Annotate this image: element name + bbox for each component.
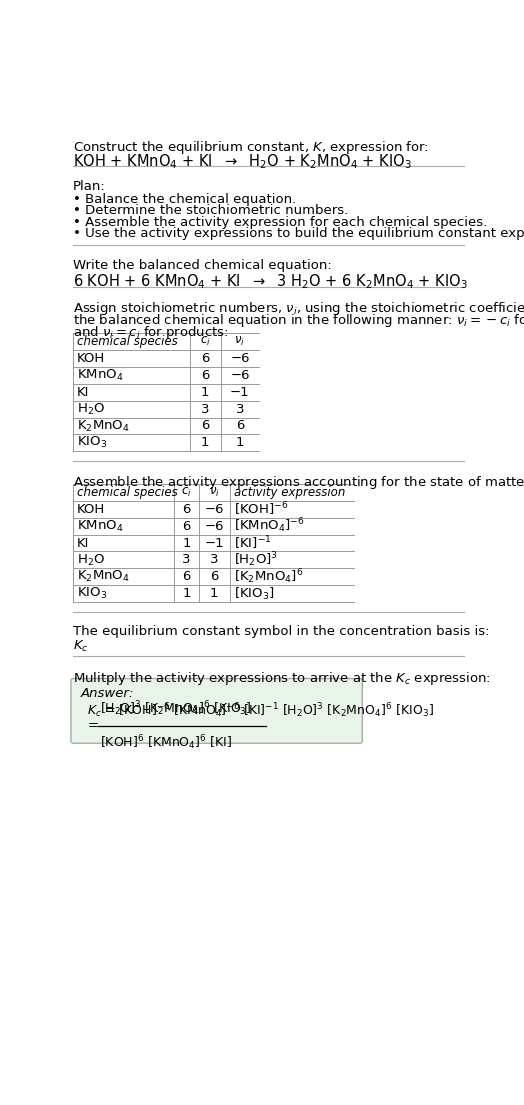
Text: H$_2$O: H$_2$O — [77, 401, 105, 417]
Text: 6: 6 — [201, 351, 209, 365]
Text: 3: 3 — [210, 554, 219, 567]
Text: chemical species: chemical species — [77, 335, 178, 348]
Text: KIO$_3$: KIO$_3$ — [77, 435, 107, 451]
Text: [K$_2$MnO$_4$]$^6$: [K$_2$MnO$_4$]$^6$ — [234, 568, 304, 587]
Text: KMnO$_4$: KMnO$_4$ — [77, 518, 124, 534]
Text: KIO$_3$: KIO$_3$ — [77, 587, 107, 601]
Text: chemical species: chemical species — [77, 486, 178, 498]
Text: $c_i$: $c_i$ — [181, 485, 192, 498]
Text: [KI]$^{-1}$: [KI]$^{-1}$ — [234, 534, 272, 551]
Text: activity expression: activity expression — [234, 486, 346, 498]
Text: 6: 6 — [182, 519, 191, 533]
Text: 6: 6 — [201, 369, 209, 381]
Text: • Assemble the activity expression for each chemical species.: • Assemble the activity expression for e… — [73, 215, 487, 229]
Text: 1: 1 — [182, 537, 191, 549]
Text: 1: 1 — [210, 588, 219, 600]
Text: 6: 6 — [201, 420, 209, 432]
Text: 3: 3 — [182, 554, 191, 567]
Text: [KIO$_3$]: [KIO$_3$] — [234, 586, 275, 602]
Text: • Determine the stoichiometric numbers.: • Determine the stoichiometric numbers. — [73, 204, 348, 218]
Text: −6: −6 — [204, 519, 224, 533]
Text: KMnO$_4$: KMnO$_4$ — [77, 368, 124, 382]
Text: Answer:: Answer: — [81, 687, 134, 699]
Text: $c_i$: $c_i$ — [200, 335, 210, 348]
Text: 1: 1 — [201, 386, 209, 399]
Text: =: = — [87, 719, 98, 732]
Text: KOH + KMnO$_4$ + KI  $\rightarrow$  H$_2$O + K$_2$MnO$_4$ + KIO$_3$: KOH + KMnO$_4$ + KI $\rightarrow$ H$_2$O… — [73, 152, 412, 171]
Text: [H$_2$O]$^3$ [K$_2$MnO$_4$]$^6$ [KIO$_3$]: [H$_2$O]$^3$ [K$_2$MnO$_4$]$^6$ [KIO$_3$… — [100, 699, 252, 718]
Text: −6: −6 — [230, 351, 249, 365]
Text: 1: 1 — [201, 436, 209, 450]
Text: Plan:: Plan: — [73, 180, 106, 193]
Text: 6 KOH + 6 KMnO$_4$ + KI  $\rightarrow$  3 H$_2$O + 6 K$_2$MnO$_4$ + KIO$_3$: 6 KOH + 6 KMnO$_4$ + KI $\rightarrow$ 3 … — [73, 273, 468, 292]
Text: $\nu_i$: $\nu_i$ — [209, 485, 220, 498]
FancyBboxPatch shape — [71, 678, 362, 744]
Text: $\nu_i$: $\nu_i$ — [234, 335, 245, 348]
Text: Mulitply the activity expressions to arrive at the $K_c$ expression:: Mulitply the activity expressions to arr… — [73, 670, 491, 687]
Text: 6: 6 — [210, 570, 219, 583]
Text: • Use the activity expressions to build the equilibrium constant expression.: • Use the activity expressions to build … — [73, 228, 524, 240]
Text: −6: −6 — [204, 503, 224, 516]
Text: 6: 6 — [236, 420, 244, 432]
Text: [KOH]$^6$ [KMnO$_4$]$^6$ [KI]: [KOH]$^6$ [KMnO$_4$]$^6$ [KI] — [100, 734, 232, 751]
Text: $K_c$: $K_c$ — [73, 640, 89, 654]
Text: 6: 6 — [182, 570, 191, 583]
Text: Assign stoichiometric numbers, $\nu_i$, using the stoichiometric coefficients, $: Assign stoichiometric numbers, $\nu_i$, … — [73, 301, 524, 317]
Text: Write the balanced chemical equation:: Write the balanced chemical equation: — [73, 259, 332, 272]
Text: • Balance the chemical equation.: • Balance the chemical equation. — [73, 192, 297, 206]
Text: KI: KI — [77, 386, 90, 399]
Text: [H$_2$O]$^3$: [H$_2$O]$^3$ — [234, 550, 278, 569]
Text: $K_c$ = [KOH]$^{-6}$ [KMnO$_4$]$^{-6}$ [KI]$^{-1}$ [H$_2$O]$^3$ [K$_2$MnO$_4$]$^: $K_c$ = [KOH]$^{-6}$ [KMnO$_4$]$^{-6}$ [… — [87, 701, 434, 719]
Text: 3: 3 — [236, 402, 244, 415]
Text: 6: 6 — [182, 503, 191, 516]
Text: K$_2$MnO$_4$: K$_2$MnO$_4$ — [77, 419, 130, 433]
Text: KI: KI — [77, 537, 90, 549]
Text: 1: 1 — [182, 588, 191, 600]
Text: KOH: KOH — [77, 503, 105, 516]
Text: and $\nu_i = c_i$ for products:: and $\nu_i = c_i$ for products: — [73, 324, 229, 340]
Text: KOH: KOH — [77, 351, 105, 365]
Text: −6: −6 — [230, 369, 249, 381]
Text: Construct the equilibrium constant, $K$, expression for:: Construct the equilibrium constant, $K$,… — [73, 139, 429, 156]
Text: 1: 1 — [236, 436, 244, 450]
Text: −1: −1 — [230, 386, 250, 399]
Text: K$_2$MnO$_4$: K$_2$MnO$_4$ — [77, 569, 130, 585]
Text: [KMnO$_4$]$^{-6}$: [KMnO$_4$]$^{-6}$ — [234, 517, 305, 536]
Text: The equilibrium constant symbol in the concentration basis is:: The equilibrium constant symbol in the c… — [73, 625, 490, 639]
Text: H$_2$O: H$_2$O — [77, 552, 105, 568]
Text: −1: −1 — [204, 537, 224, 549]
Text: Assemble the activity expressions accounting for the state of matter and $\nu_i$: Assemble the activity expressions accoun… — [73, 474, 524, 492]
Text: the balanced chemical equation in the following manner: $\nu_i = -c_i$ for react: the balanced chemical equation in the fo… — [73, 312, 524, 329]
Text: 3: 3 — [201, 402, 209, 415]
Text: [KOH]$^{-6}$: [KOH]$^{-6}$ — [234, 501, 289, 518]
